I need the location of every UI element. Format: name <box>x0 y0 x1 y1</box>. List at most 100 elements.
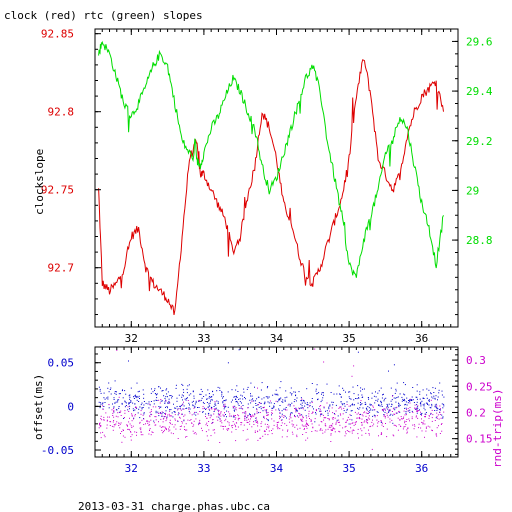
scatter-point-offset <box>203 396 205 397</box>
scatter-point-offset <box>100 403 102 405</box>
scatter-point-offset <box>257 396 259 398</box>
scatter-point-offset <box>403 393 405 395</box>
scatter-point-offset <box>181 383 183 385</box>
scatter-point-rnd-trip <box>246 416 248 418</box>
scatter-point-rnd-trip <box>399 419 401 421</box>
scatter-point-offset <box>147 403 149 405</box>
scatter-point-rnd-trip <box>164 429 165 431</box>
scatter-point-offset <box>231 389 233 391</box>
scatter-point-offset <box>174 407 176 409</box>
scatter-point-rnd-trip <box>286 436 288 438</box>
scatter-point-offset <box>198 400 200 402</box>
scatter-point-offset <box>362 388 363 390</box>
scatter-point-offset <box>136 395 138 397</box>
scatter-point-rnd-trip <box>98 427 100 429</box>
scatter-point-offset <box>294 391 296 393</box>
scatter-point-rnd-trip <box>190 419 192 420</box>
scatter-point-rnd-trip <box>222 414 224 416</box>
scatter-point-offset <box>186 392 188 394</box>
scatter-point-offset <box>385 397 387 399</box>
scatter-point-rnd-trip <box>302 408 304 410</box>
scatter-point-offset <box>331 401 333 403</box>
scatter-point-offset <box>218 416 220 418</box>
scatter-point-rnd-trip <box>161 429 163 431</box>
scatter-point-offset <box>439 382 441 384</box>
scatter-point-offset <box>404 404 406 406</box>
scatter-point-offset <box>189 404 190 406</box>
scatter-point-rnd-trip <box>306 422 307 424</box>
scatter-point-offset <box>156 393 158 395</box>
scatter-point-rnd-trip <box>409 402 411 404</box>
scatter-point-offset <box>376 411 378 413</box>
scatter-point-offset <box>267 419 269 420</box>
scatter-point-rnd-trip <box>195 433 197 435</box>
scatter-point-offset <box>390 400 392 402</box>
bottom-y2label: rnd-trip(ms) <box>491 389 504 468</box>
scatter-point-rnd-trip <box>155 416 157 418</box>
scatter-point-rnd-trip <box>321 421 323 423</box>
scatter-point-rnd-trip <box>441 430 443 432</box>
scatter-point-offset <box>186 407 188 409</box>
scatter-point-rnd-trip <box>117 412 119 414</box>
scatter-point-offset <box>128 360 129 362</box>
scatter-point-offset <box>367 406 369 408</box>
scatter-point-rnd-trip <box>247 438 249 440</box>
scatter-point-rnd-trip <box>197 413 199 415</box>
scatter-point-rnd-trip <box>376 419 378 421</box>
scatter-point-offset <box>184 398 186 400</box>
scatter-point-rnd-trip <box>369 426 371 428</box>
scatter-point-rnd-trip <box>128 411 130 412</box>
scatter-point-rnd-trip <box>351 430 353 432</box>
scatter-point-rnd-trip <box>293 405 295 407</box>
scatter-point-offset <box>380 402 382 404</box>
scatter-point-rnd-trip <box>385 409 386 411</box>
scatter-point-rnd-trip <box>149 416 151 418</box>
scatter-point-offset <box>304 409 306 411</box>
scatter-point-rnd-trip <box>130 431 132 433</box>
bottom-x-tick-label: 35 <box>342 462 355 475</box>
scatter-point-rnd-trip <box>230 415 232 417</box>
scatter-point-rnd-trip <box>382 410 384 411</box>
scatter-point-offset <box>408 410 410 412</box>
scatter-point-offset <box>121 403 123 405</box>
scatter-point-rnd-trip <box>394 424 396 426</box>
scatter-point-offset <box>395 388 397 390</box>
scatter-point-offset <box>437 399 438 401</box>
scatter-point-rnd-trip <box>367 417 369 419</box>
scatter-point-offset <box>328 408 330 410</box>
scatter-point-rnd-trip <box>148 424 150 426</box>
scatter-point-rnd-trip <box>299 427 301 429</box>
scatter-point-rnd-trip <box>311 431 313 432</box>
scatter-point-rnd-trip <box>174 414 176 416</box>
scatter-point-offset <box>381 404 383 406</box>
scatter-point-rnd-trip <box>220 420 222 422</box>
scatter-point-offset <box>333 393 335 395</box>
scatter-point-rnd-trip <box>244 419 246 421</box>
scatter-point-rnd-trip <box>302 425 304 427</box>
scatter-point-rnd-trip <box>397 417 399 419</box>
scatter-point-rnd-trip <box>127 425 128 427</box>
scatter-point-offset <box>383 410 384 412</box>
scatter-point-offset <box>353 393 355 395</box>
scatter-point-rnd-trip <box>181 422 183 424</box>
scatter-point-offset <box>284 400 286 402</box>
scatter-point-offset <box>193 400 194 402</box>
scatter-point-offset <box>395 407 397 409</box>
scatter-point-rnd-trip <box>308 410 310 412</box>
scatter-point-rnd-trip <box>183 401 184 403</box>
scatter-point-rnd-trip <box>128 421 130 423</box>
scatter-point-rnd-trip <box>430 399 432 401</box>
scatter-point-rnd-trip <box>301 420 303 422</box>
scatter-point-offset <box>303 401 305 403</box>
scatter-point-offset <box>143 412 145 414</box>
scatter-point-offset <box>428 399 430 401</box>
scatter-point-offset <box>265 410 267 412</box>
top-right-tick-label: 28.8 <box>466 234 493 247</box>
scatter-point-rnd-trip <box>367 422 369 424</box>
scatter-point-rnd-trip <box>231 425 232 427</box>
scatter-point-offset <box>192 404 194 406</box>
scatter-point-offset <box>128 402 130 403</box>
scatter-point-rnd-trip <box>219 442 221 443</box>
scatter-point-offset <box>160 387 161 389</box>
scatter-point-offset <box>222 402 224 404</box>
